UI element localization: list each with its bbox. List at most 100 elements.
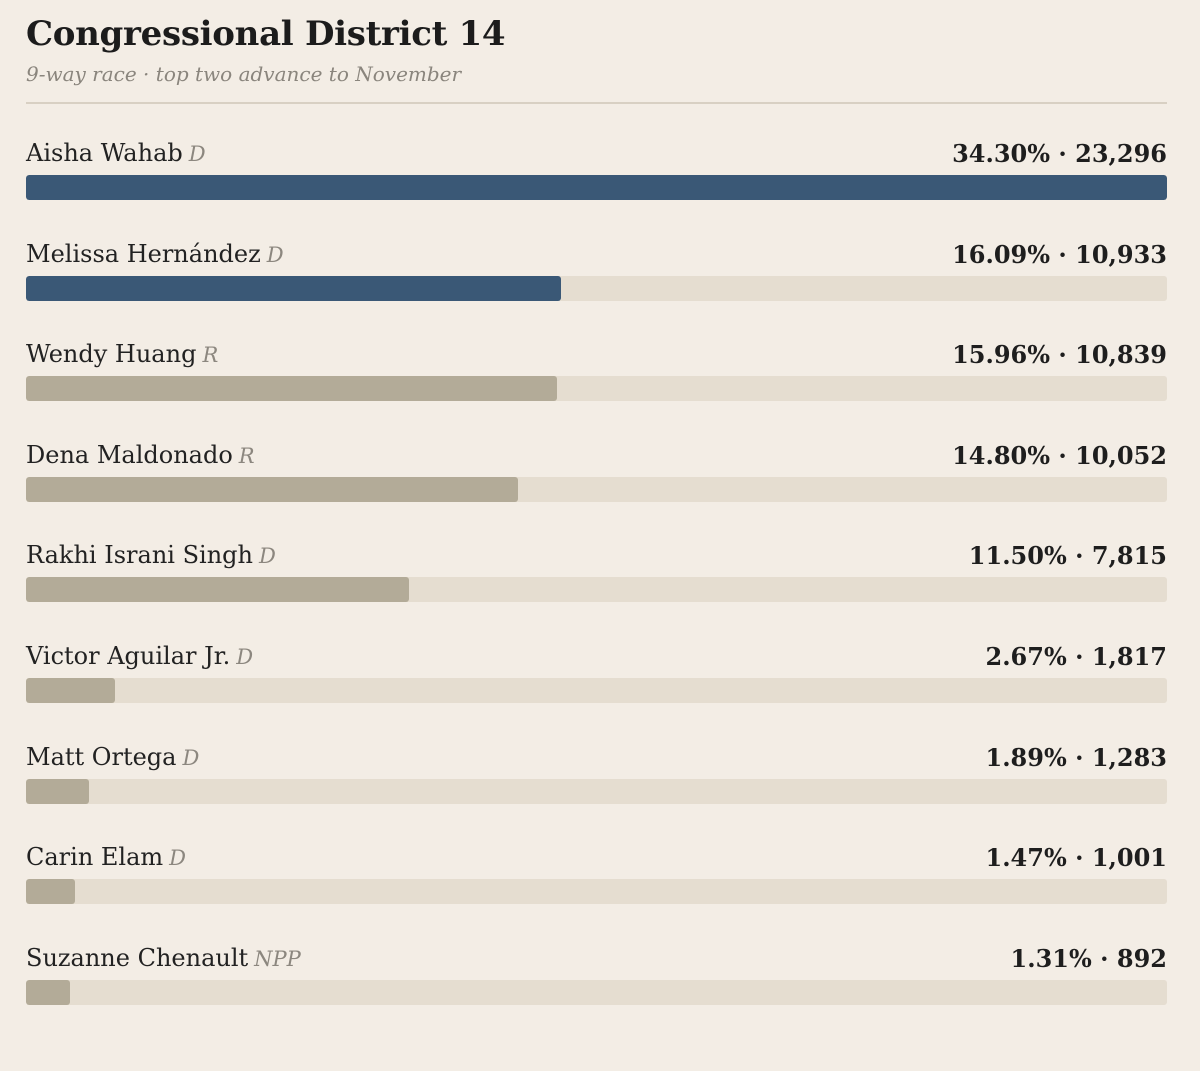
candidate-row: Wendy Huang R 15.96% · 10,839 bbox=[26, 340, 1167, 440]
bar-track bbox=[26, 678, 1167, 703]
vote-share-bar bbox=[26, 376, 557, 402]
result-values: 16.09% · 10,933 bbox=[952, 240, 1167, 269]
votes-label: 1,001 bbox=[1091, 843, 1167, 873]
party-label: D bbox=[169, 846, 187, 871]
percent-label: 2.67% bbox=[985, 642, 1067, 671]
result-values: 1.89% · 1,283 bbox=[986, 743, 1168, 772]
candidate-name: Wendy Huang bbox=[26, 340, 197, 369]
vote-share-bar bbox=[26, 175, 1167, 200]
percent-label: 34.30% bbox=[952, 139, 1051, 168]
candidate-row: Suzanne Chenault NPP 1.31% · 892 bbox=[26, 944, 1167, 1044]
percent-label: 11.50% bbox=[968, 541, 1067, 571]
party-label: R bbox=[202, 343, 219, 368]
candidate-header: Rakhi Israni Singh D 11.50% · 7,815 bbox=[26, 541, 1167, 575]
race-subtitle: 9-way race · top two advance to November bbox=[26, 62, 462, 86]
candidate-name: Victor Aguilar Jr. bbox=[26, 642, 231, 670]
candidate-name: Suzanne Chenault bbox=[26, 943, 249, 972]
separator-dot: · bbox=[1066, 843, 1092, 873]
votes-label: 1,817 bbox=[1091, 642, 1167, 671]
result-values: 2.67% · 1,817 bbox=[986, 642, 1168, 671]
candidate-name-label: Carin Elam D bbox=[26, 843, 186, 871]
candidate-name-label: Aisha Wahab D bbox=[26, 139, 206, 167]
candidate-row: Aisha Wahab D 34.30% · 23,296 bbox=[26, 139, 1167, 239]
candidate-name: Carin Elam bbox=[26, 843, 164, 872]
result-values: 14.80% · 10,052 bbox=[952, 441, 1167, 470]
party-label: D bbox=[258, 544, 276, 569]
party-label: D bbox=[182, 745, 200, 770]
bar-track bbox=[26, 376, 1167, 402]
votes-label: 1,283 bbox=[1091, 742, 1167, 772]
candidate-name: Dena Maldonado bbox=[26, 440, 233, 469]
votes-label: 10,839 bbox=[1075, 340, 1167, 370]
candidate-row: Victor Aguilar Jr. D 2.67% · 1,817 bbox=[26, 642, 1167, 742]
candidate-header: Melissa Hernández D 16.09% · 10,933 bbox=[26, 240, 1167, 274]
candidate-row: Dena Maldonado R 14.80% · 10,052 bbox=[26, 441, 1167, 541]
candidate-header: Matt Ortega D 1.89% · 1,283 bbox=[26, 743, 1167, 777]
separator-dot: · bbox=[1066, 742, 1092, 772]
vote-share-bar bbox=[26, 577, 409, 603]
candidate-name-label: Wendy Huang R bbox=[26, 340, 218, 368]
votes-label: 10,052 bbox=[1075, 440, 1167, 470]
separator-dot: · bbox=[1066, 541, 1092, 571]
candidate-name-label: Victor Aguilar Jr. D bbox=[26, 642, 253, 670]
candidate-row: Melissa Hernández D 16.09% · 10,933 bbox=[26, 240, 1167, 340]
separator-dot: · bbox=[1050, 440, 1076, 470]
party-label: D bbox=[266, 242, 284, 267]
candidate-name: Melissa Hernández bbox=[26, 239, 261, 268]
party-label: R bbox=[238, 443, 255, 468]
vote-share-bar bbox=[26, 879, 75, 905]
result-values: 11.50% · 7,815 bbox=[969, 541, 1167, 570]
separator-dot: · bbox=[1050, 340, 1076, 370]
candidate-name-label: Matt Ortega D bbox=[26, 743, 199, 771]
votes-label: 892 bbox=[1116, 943, 1167, 973]
percent-label: 1.31% bbox=[1010, 943, 1092, 973]
candidate-name-label: Melissa Hernández D bbox=[26, 240, 284, 268]
votes-label: 23,296 bbox=[1075, 139, 1167, 168]
vote-share-bar bbox=[26, 979, 70, 1005]
separator-dot: · bbox=[1091, 943, 1117, 973]
party-label: D bbox=[188, 142, 206, 166]
candidate-name: Rakhi Israni Singh bbox=[26, 541, 253, 570]
percent-label: 1.89% bbox=[985, 742, 1067, 772]
bar-track bbox=[26, 476, 1167, 502]
candidate-header: Victor Aguilar Jr. D 2.67% · 1,817 bbox=[26, 642, 1167, 676]
candidate-row: Rakhi Israni Singh D 11.50% · 7,815 bbox=[26, 541, 1167, 641]
bar-track bbox=[26, 879, 1167, 905]
percent-label: 16.09% bbox=[952, 239, 1051, 269]
candidate-header: Aisha Wahab D 34.30% · 23,296 bbox=[26, 139, 1167, 173]
candidate-name-label: Rakhi Israni Singh D bbox=[26, 541, 276, 569]
vote-share-bar bbox=[26, 476, 519, 502]
bar-track bbox=[26, 175, 1167, 200]
bar-track bbox=[26, 778, 1167, 804]
vote-share-bar bbox=[26, 778, 89, 804]
candidate-name: Matt Ortega bbox=[26, 742, 177, 771]
percent-label: 15.96% bbox=[952, 340, 1051, 370]
votes-label: 7,815 bbox=[1091, 541, 1167, 571]
candidate-name-label: Dena Maldonado R bbox=[26, 441, 255, 469]
header-divider bbox=[26, 102, 1167, 104]
separator-dot: · bbox=[1066, 642, 1092, 671]
vote-share-bar bbox=[26, 678, 115, 703]
candidate-name-label: Suzanne Chenault NPP bbox=[26, 944, 301, 972]
bar-track bbox=[26, 577, 1167, 603]
candidate-row: Carin Elam D 1.47% · 1,001 bbox=[26, 843, 1167, 943]
candidate-header: Suzanne Chenault NPP 1.31% · 892 bbox=[26, 944, 1167, 978]
party-label: D bbox=[236, 645, 254, 669]
page-title: Congressional District 14 bbox=[26, 14, 506, 54]
candidate-row: Matt Ortega D 1.89% · 1,283 bbox=[26, 743, 1167, 843]
result-values: 15.96% · 10,839 bbox=[952, 340, 1167, 369]
bar-track bbox=[26, 979, 1167, 1005]
bar-track bbox=[26, 275, 1167, 301]
candidate-header: Dena Maldonado R 14.80% · 10,052 bbox=[26, 441, 1167, 475]
candidate-header: Carin Elam D 1.47% · 1,001 bbox=[26, 843, 1167, 877]
party-label: NPP bbox=[254, 946, 301, 971]
votes-label: 10,933 bbox=[1075, 239, 1167, 269]
result-values: 34.30% · 23,296 bbox=[952, 139, 1167, 168]
result-values: 1.47% · 1,001 bbox=[986, 843, 1168, 872]
candidate-header: Wendy Huang R 15.96% · 10,839 bbox=[26, 340, 1167, 374]
result-values: 1.31% · 892 bbox=[1011, 944, 1167, 973]
separator-dot: · bbox=[1050, 139, 1076, 168]
percent-label: 1.47% bbox=[985, 843, 1067, 873]
candidate-name: Aisha Wahab bbox=[26, 139, 183, 167]
separator-dot: · bbox=[1050, 239, 1076, 269]
